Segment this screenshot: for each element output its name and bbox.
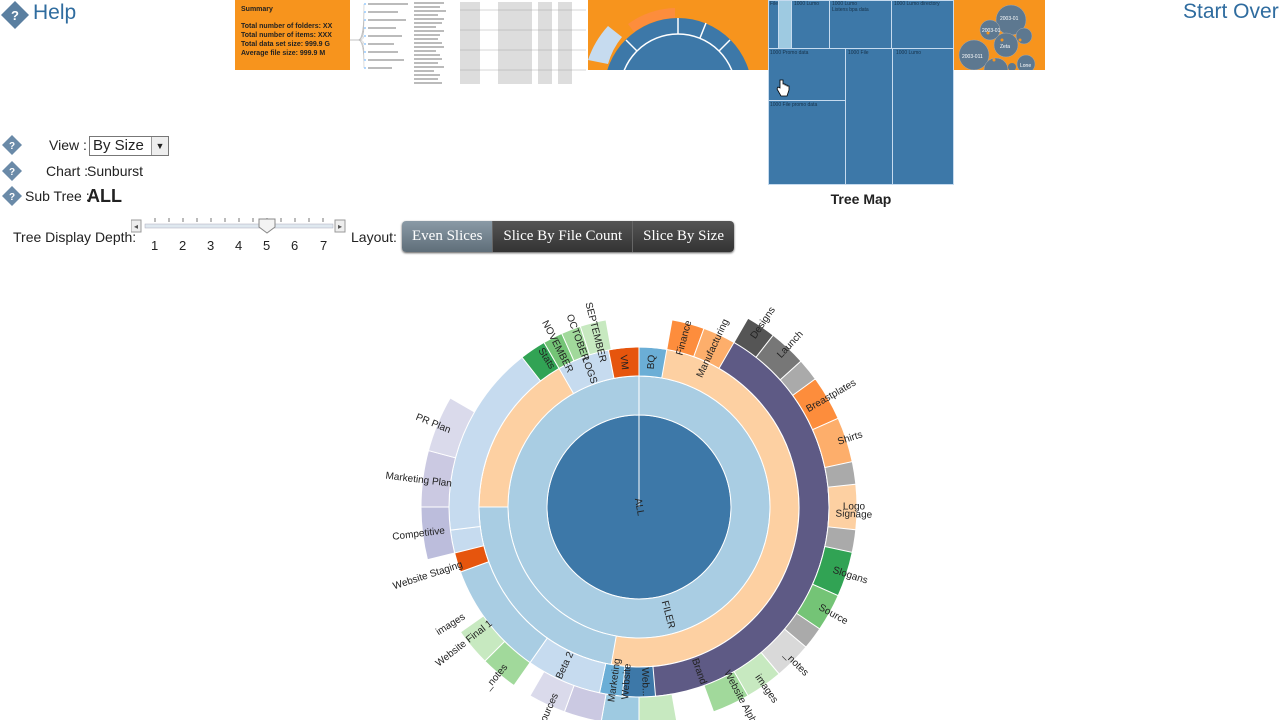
view-select[interactable]: By Size ▼ [89,136,169,156]
sunburst-arc-manufacturing[interactable] [693,327,735,370]
tree-thumbnail[interactable] [350,0,410,80]
bubble-thumbnail[interactable]: 2003-01 2003-01 Zeta Lone 2010-11 2003-0… [954,0,1045,70]
summary-line: Total data set size: 999.9 G [241,41,330,48]
svg-text:1000 File promo data: 1000 File promo data [770,102,817,108]
help-link[interactable]: ? Help [0,0,76,30]
subtree-value: ALL [87,186,122,206]
depth-slider[interactable]: ◂ ▸ [130,218,347,258]
view-select-value: By Size [93,137,144,154]
sunburst-arc-signage[interactable] [827,483,858,531]
slice-by-size-button[interactable]: Slice By Size [632,221,734,252]
depth-tick: 3 [207,238,215,253]
even-slices-button[interactable]: Even Slices [402,221,493,252]
summary-line: Average file size: 999.9 M [241,50,326,57]
svg-text:1000 Lumo: 1000 Lumo [896,50,921,56]
summary-line: Total number of items: XXX [241,32,332,39]
depth-label: Tree Display Depth: [13,229,137,245]
summary-line: Total number of folders: XX [241,23,333,30]
svg-text:▸: ▸ [338,222,342,231]
start-over-link[interactable]: Start Over [1183,0,1279,23]
depth-tick: 5 [263,238,271,253]
chart-value: Sunburst [87,163,144,179]
sunburst-arc-september[interactable] [579,319,612,356]
summary-title: Summary [241,6,273,13]
slider-thumb [258,218,276,234]
depth-tick: 2 [179,238,187,253]
layout-label: Layout: [351,229,397,245]
svg-text:?: ? [9,192,15,203]
svg-text:2003-01: 2003-01 [982,28,1001,34]
help-icon: ? [0,0,30,30]
sunburst-arc-images2[interactable] [459,615,506,662]
chart-label: Chart : [46,163,89,179]
sunburst-label-bq: BQ [646,354,658,370]
depth-tick: 7 [320,238,328,253]
chevron-down-icon: ▼ [151,137,168,155]
sunburst-arc-sources[interactable] [529,670,575,713]
sunburst-arc-source[interactable] [795,583,839,630]
slice-by-file-count-button[interactable]: Slice By File Count [492,221,633,252]
sunburst-root-label: ALL [632,497,646,517]
svg-text:2003-011: 2003-011 [962,54,983,60]
sunburst-label-website: Website [620,663,634,700]
svg-text:1000 Promo data: 1000 Promo data [770,50,809,56]
svg-text:?: ? [9,167,15,178]
help-label: Help [33,1,77,24]
sunburst-arc-shirts[interactable] [811,417,853,469]
svg-text:?: ? [11,8,19,23]
svg-text:1000 Lumo directory: 1000 Lumo directory [894,1,940,7]
depth-tick: 6 [291,238,299,253]
view-label: View : [49,137,87,153]
hand-cursor-icon [776,79,790,97]
depth-tick: 4 [235,238,243,253]
table-thumbnail[interactable] [410,0,588,88]
svg-text:1000 Lumo: 1000 Lumo [794,1,819,7]
svg-text:2003-01: 2003-01 [1000,16,1019,22]
svg-text:◂: ◂ [134,222,138,231]
subtree-help-icon[interactable]: ? [1,185,23,207]
sunburst-label-vm: VM [617,354,630,370]
svg-text:Lone: Lone [1020,63,1031,69]
layout-button-group: Even Slices Slice By File Count Slice By… [402,221,734,252]
depth-tick: 1 [151,238,159,253]
sunburst-arc-pr-plan[interactable] [427,397,476,459]
svg-text:1000 Lumo: 1000 Lumo [832,1,857,7]
svg-text:Listens bpa data: Listens bpa data [832,7,869,13]
svg-text:File: File [770,1,778,7]
subtree-label: Sub Tree : [25,188,90,204]
sunburst-outer-label: Website Staging [392,559,464,592]
svg-text:Zeta: Zeta [1000,44,1010,50]
sunburst-label-web: Web... [639,667,651,696]
sunburst-arc-website-staging[interactable] [454,545,490,573]
treemap-thumbnail[interactable]: File 1000 Lumo 1000 Lumo 1000 Lumo director… [768,0,954,185]
chart-help-icon[interactable]: ? [1,160,23,182]
sunburst-thumbnail[interactable] [588,0,768,70]
sunburst-outer-label: Logo [843,502,866,513]
sunburst-arc-website-alpha[interactable] [703,670,749,713]
svg-text:?: ? [9,141,15,152]
sunburst-arc-web-child[interactable] [638,693,678,720]
treemap-caption: Tree Map [830,191,892,207]
sunburst-outer-label: Signage [835,509,872,521]
svg-text:1000 File: 1000 File [848,50,869,56]
view-help-icon[interactable]: ? [1,134,23,156]
